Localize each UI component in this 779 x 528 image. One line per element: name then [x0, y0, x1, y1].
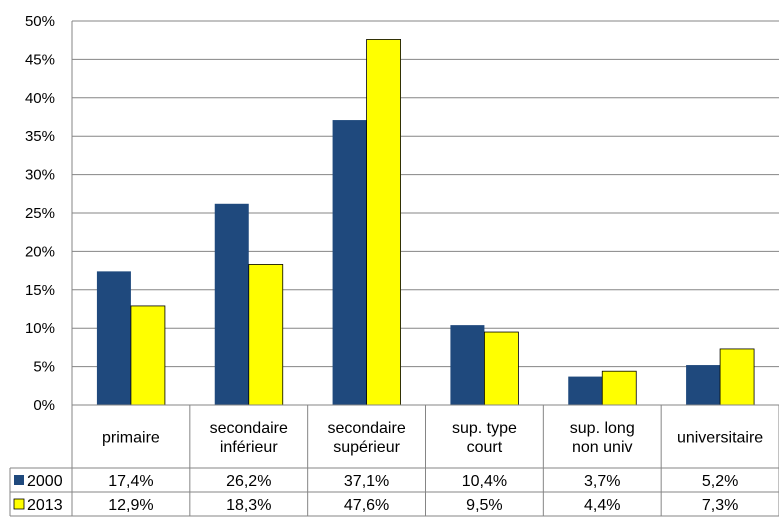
- legend-swatch-2000: [14, 475, 24, 485]
- bar-2000-5: [568, 376, 603, 405]
- data-label: 18,3%: [226, 497, 271, 514]
- x-tick-label: universitaire: [677, 430, 763, 447]
- legend-label: 2013: [27, 497, 63, 514]
- y-tick-label: 5%: [33, 359, 55, 376]
- legend-label: 2000: [27, 473, 63, 490]
- legend-swatch-2013: [13, 498, 25, 510]
- data-label: 17,4%: [108, 473, 153, 490]
- y-tick-label: 25%: [25, 205, 55, 222]
- x-tick-label: sup. type: [452, 420, 517, 437]
- x-tick-label: court: [467, 439, 503, 456]
- x-tick-label: secondaire: [210, 420, 288, 437]
- x-tick-label: primaire: [102, 430, 160, 447]
- data-label: 12,9%: [108, 497, 153, 514]
- data-label: 4,4%: [584, 497, 620, 514]
- bar-2000-1: [96, 271, 131, 405]
- bar-2000-3: [332, 120, 367, 406]
- x-tick-label: sup. long: [570, 420, 635, 437]
- y-tick-label: 35%: [25, 128, 55, 145]
- bar-2000-6: [686, 365, 721, 405]
- data-label: 37,1%: [344, 473, 389, 490]
- data-label: 10,4%: [462, 473, 507, 490]
- x-tick-label: secondaire: [327, 420, 405, 437]
- y-tick-label: 20%: [25, 243, 55, 260]
- y-tick-label: 15%: [25, 282, 55, 299]
- y-tick-label: 0%: [33, 397, 55, 414]
- x-tick-label: inférieur: [220, 439, 278, 456]
- bar-2013-2: [248, 264, 284, 406]
- data-label: 9,5%: [466, 497, 502, 514]
- data-label: 26,2%: [226, 473, 271, 490]
- data-label: 47,6%: [344, 497, 389, 514]
- data-label: 5,2%: [702, 473, 738, 490]
- x-tick-label: supérieur: [333, 439, 400, 456]
- bar-2013-5: [601, 370, 637, 406]
- bar-2013-4: [484, 331, 519, 406]
- y-tick-label: 10%: [25, 320, 55, 337]
- bar-2013-6: [719, 348, 755, 406]
- y-tick-label: 50%: [25, 13, 55, 30]
- bar-2000-4: [450, 325, 485, 405]
- y-tick-label: 45%: [25, 51, 55, 68]
- bar-2013-3: [366, 39, 401, 406]
- bar-2000-2: [214, 203, 249, 405]
- x-tick-label: non univ: [572, 439, 633, 456]
- bar-2013-1: [130, 305, 166, 406]
- data-label: 7,3%: [702, 497, 738, 514]
- data-label: 3,7%: [584, 473, 620, 490]
- y-tick-label: 40%: [25, 90, 55, 107]
- y-tick-label: 30%: [25, 167, 55, 184]
